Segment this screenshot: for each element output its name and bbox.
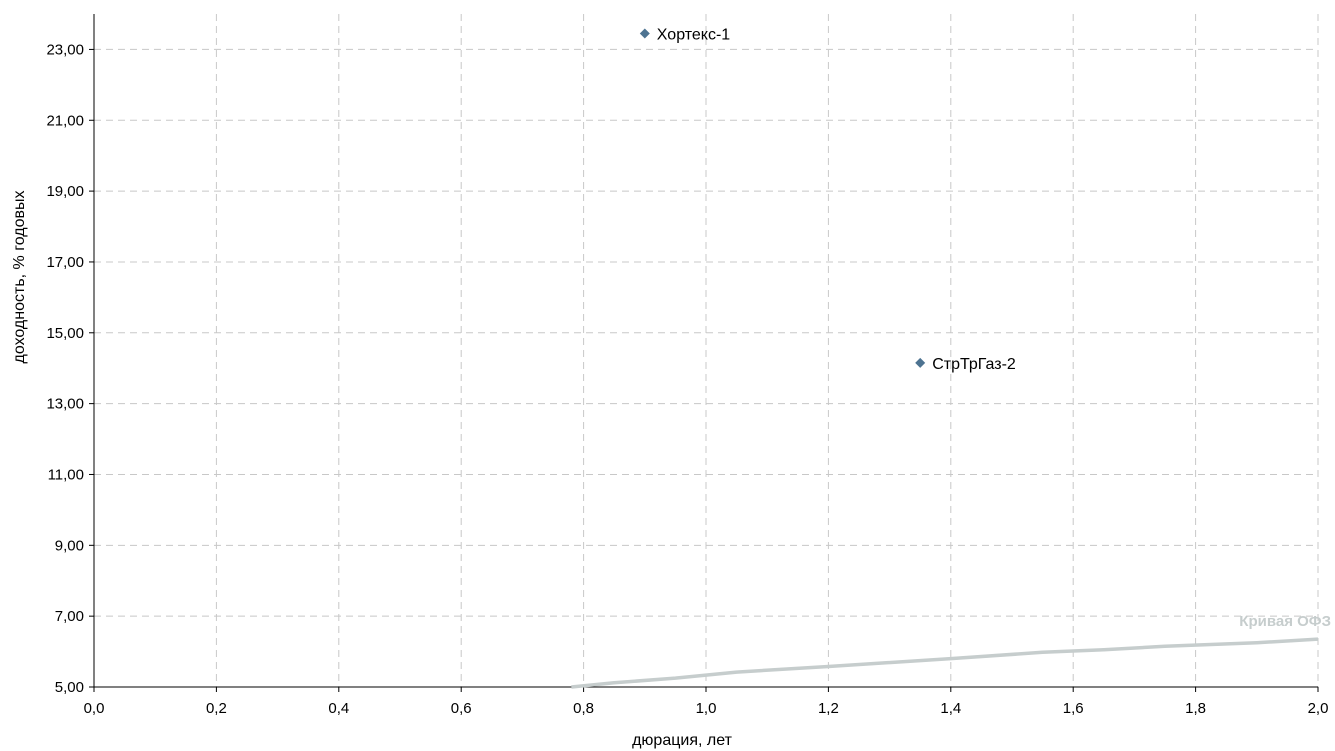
axes — [89, 14, 1319, 692]
x-tick-label: 0,4 — [328, 700, 349, 717]
y-tick-label: 17,00 — [46, 254, 84, 271]
x-tick-label: 0,8 — [573, 700, 594, 717]
x-tick-labels: 0,0 0,2 0,4 0,6 0,8 1,0 1,2 1,4 1,6 1,8 2,0 — [84, 700, 1329, 717]
y-tick-label: 23,00 — [46, 41, 84, 58]
x-tick-label: 1,6 — [1063, 700, 1084, 717]
y-tick-label: 19,00 — [46, 183, 84, 200]
x-tick-label: 1,8 — [1185, 700, 1206, 717]
data-point-marker — [639, 28, 650, 39]
data-point-marker — [915, 357, 926, 368]
x-axis-title: дюрация, лет — [632, 732, 732, 749]
x-tick-label: 0,0 — [84, 700, 105, 717]
curve-label: Кривая ОФЗ — [1239, 613, 1331, 630]
y-tick-label: 5,00 — [55, 679, 84, 696]
y-axis-title: доходность, % годовых — [11, 191, 28, 364]
y-tick-label: 9,00 — [55, 537, 84, 554]
x-tick-label: 0,2 — [206, 700, 227, 717]
data-points: Хортекс-1 СтрТрГаз-2 — [639, 26, 1016, 373]
y-tick-labels: 5,00 7,00 9,00 11,00 13,00 15,00 17,00 19,00 21,… — [46, 41, 84, 696]
curve-ofz — [571, 637, 1319, 689]
x-tick-label: 1,4 — [940, 700, 961, 717]
x-tick-label: 0,6 — [451, 700, 472, 717]
data-point-label: СтрТрГаз-2 — [932, 356, 1016, 373]
x-tick-label: 1,2 — [818, 700, 839, 717]
y-tick-label: 11,00 — [48, 466, 84, 483]
x-tick-label: 2,0 — [1308, 700, 1329, 717]
y-tick-label: 21,00 — [46, 112, 84, 129]
y-tick-label: 7,00 — [55, 608, 84, 625]
x-tick-label: 1,0 — [696, 700, 717, 717]
curve-line — [571, 637, 1319, 689]
grid-lines — [94, 14, 1319, 687]
y-tick-label: 13,00 — [46, 396, 84, 413]
data-point-label: Хортекс-1 — [657, 26, 730, 43]
y-tick-label: 15,00 — [46, 325, 84, 342]
